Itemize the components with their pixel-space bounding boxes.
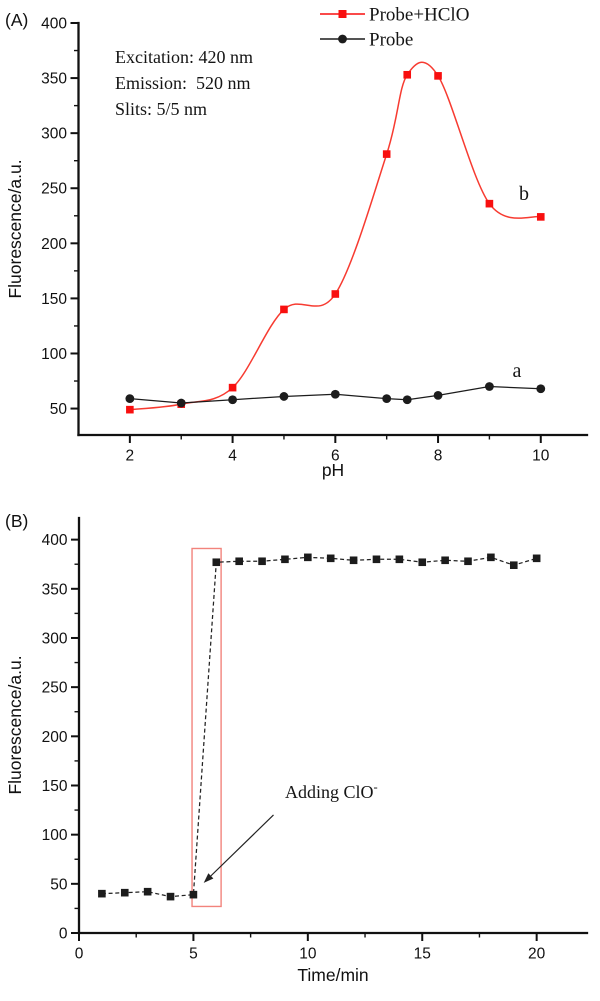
legend-label-probe: Probe <box>369 30 413 51</box>
panel-b-x-axis-title: Time/min <box>297 965 368 985</box>
panel-b-series <box>98 553 541 901</box>
data-point-square <box>372 555 381 564</box>
x-tick-label: 8 <box>434 448 443 465</box>
data-point-square <box>441 556 449 565</box>
y-tick-label: 150 <box>41 291 67 308</box>
panel-a-y-axis-title: Fluorescence/a.u. <box>5 159 25 298</box>
data-point-circle <box>330 389 340 399</box>
data-point-square <box>349 556 358 565</box>
data-point-square <box>536 213 545 221</box>
y-tick-label: 0 <box>59 926 68 943</box>
data-point-square <box>166 892 175 901</box>
legend-label-probe-hclo: Probe+HClO <box>369 5 469 26</box>
x-tick-label: 20 <box>528 946 546 963</box>
data-point-circle <box>176 398 186 408</box>
y-tick-label: 150 <box>42 778 68 795</box>
series-line <box>101 556 537 898</box>
data-point-square <box>126 405 134 414</box>
y-tick-label: 50 <box>50 876 68 893</box>
note-emission: Emission: 520 nm <box>115 73 251 93</box>
adding-clo-label: Adding ClO- <box>285 780 378 802</box>
x-tick-label: 4 <box>228 448 237 465</box>
note-slits: Slits: 5/5 nm <box>115 99 207 119</box>
data-point-square <box>509 561 518 570</box>
panel-a-x-axis-title: pH <box>322 460 344 480</box>
y-tick-label: 300 <box>41 126 67 143</box>
data-point-square <box>331 290 340 298</box>
data-point-circle <box>279 392 289 401</box>
x-tick-label: 10 <box>299 946 317 963</box>
data-point-circle <box>402 395 412 405</box>
data-point-square <box>120 888 129 897</box>
x-tick-label: 0 <box>75 946 84 963</box>
data-point-circle <box>536 384 546 394</box>
curve-label-b: b <box>519 183 529 205</box>
y-tick-label: 400 <box>42 532 68 549</box>
data-point-square <box>98 889 106 898</box>
data-point-square <box>403 70 412 79</box>
series-curve <box>129 61 541 411</box>
legend-circle-marker-icon <box>338 34 347 44</box>
y-tick-label: 50 <box>50 401 68 418</box>
y-tick-label: 350 <box>42 581 68 598</box>
series-line <box>129 385 541 404</box>
x-tick-label: 6 <box>331 448 340 465</box>
legend-square-marker-icon <box>338 10 347 18</box>
data-point-square <box>304 553 312 562</box>
panel-a-series <box>125 61 546 414</box>
data-point-square <box>532 554 541 563</box>
panel-a-tag: (A) <box>5 10 28 30</box>
data-point-circle <box>433 390 443 400</box>
data-point-square <box>395 555 404 564</box>
y-tick-label: 100 <box>41 346 67 363</box>
x-tick-label: 2 <box>126 448 135 465</box>
panel-b-tag: (B) <box>5 511 28 531</box>
y-tick-label: 300 <box>42 630 68 647</box>
data-point-square <box>258 557 266 566</box>
highlight-box <box>191 547 222 908</box>
data-point-square <box>464 557 472 566</box>
data-point-square <box>235 557 243 566</box>
y-tick-label: 200 <box>42 729 68 746</box>
x-tick-label: 10 <box>532 448 550 465</box>
data-point-circle <box>228 395 237 405</box>
panel-a-chart: 2 4 6 8 10 50 100 150 200 250 300 350 400 (A) Fluore… <box>5 5 589 480</box>
data-point-square <box>189 890 198 899</box>
data-point-square <box>281 555 289 564</box>
annotation-arrowhead-icon <box>203 873 214 883</box>
data-point-circle <box>382 394 392 404</box>
x-tick-label: 15 <box>414 946 431 963</box>
data-point-square <box>434 72 442 80</box>
data-point-square <box>280 305 288 314</box>
data-point-square <box>143 887 152 896</box>
data-point-circle <box>485 382 494 391</box>
annotation-arrow-line <box>210 814 274 877</box>
panel-b-annotations <box>191 547 274 908</box>
data-point-square <box>418 558 427 567</box>
y-tick-label: 100 <box>42 827 68 844</box>
data-point-circle <box>125 394 135 404</box>
data-point-square <box>487 553 495 562</box>
panel-b-y-axis-title: Fluorescence/a.u. <box>5 655 25 794</box>
panel-a-legend: Probe+HClO Probe <box>320 5 469 51</box>
note-excitation: Excitation: 420 nm <box>115 47 253 67</box>
curve-label-a: a <box>513 360 522 382</box>
data-point-square <box>382 150 391 158</box>
y-tick-label: 200 <box>41 236 67 253</box>
y-tick-label: 350 <box>41 71 67 88</box>
panel-a-axes: 2 4 6 8 10 50 100 150 200 250 300 350 400 <box>41 16 589 465</box>
x-tick-label: 5 <box>189 946 198 963</box>
data-point-square <box>212 558 221 567</box>
panel-a-conditions-note: Excitation: 420 nm Emission: 520 nm Slit… <box>115 47 253 119</box>
data-point-square <box>485 199 494 208</box>
data-point-square <box>326 554 335 563</box>
y-tick-label: 400 <box>41 16 67 33</box>
y-tick-label: 250 <box>41 181 67 198</box>
data-point-square <box>228 383 237 392</box>
y-tick-label: 250 <box>42 680 68 697</box>
